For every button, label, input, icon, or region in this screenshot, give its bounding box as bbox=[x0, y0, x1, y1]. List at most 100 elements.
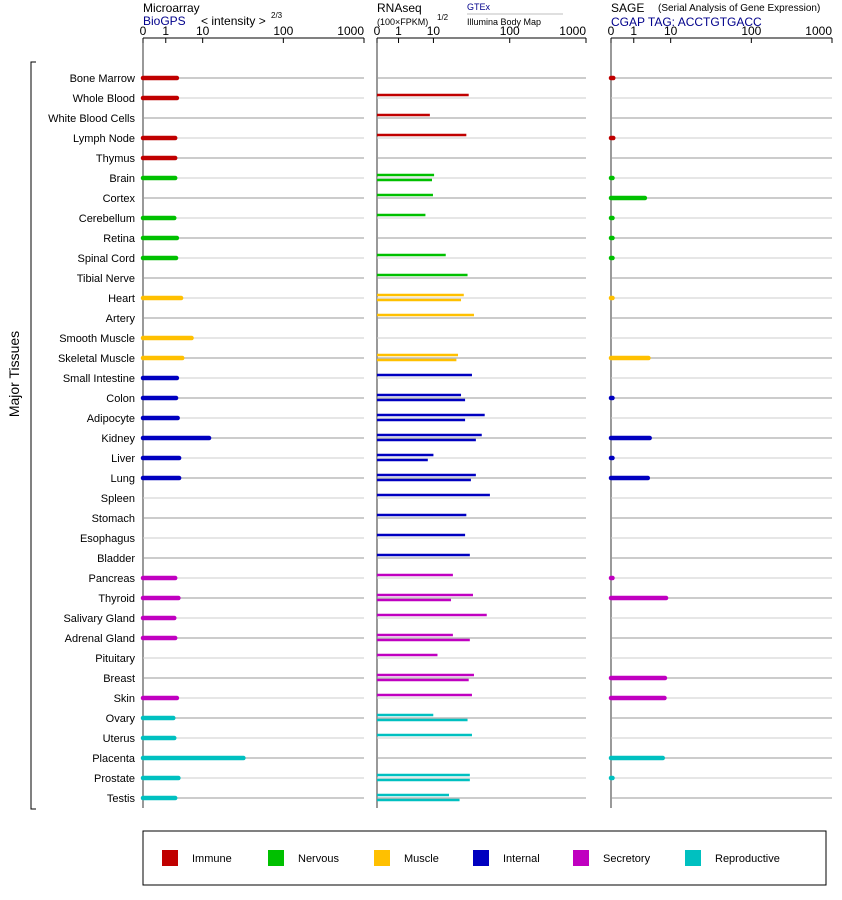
tissue-row: Placenta bbox=[92, 753, 832, 765]
tissue-label: Tibial Nerve bbox=[77, 273, 135, 285]
tissue-label: Salivary Gland bbox=[63, 613, 135, 625]
x-tick-label: 1 bbox=[395, 24, 402, 38]
tissue-row: Adipocyte bbox=[87, 413, 832, 425]
legend-label: Muscle bbox=[404, 853, 439, 865]
tissue-label: Cortex bbox=[103, 193, 136, 205]
tissue-row: Smooth Muscle bbox=[59, 333, 832, 345]
x-tick-label: 10 bbox=[664, 24, 678, 38]
tissue-row: Salivary Gland bbox=[63, 613, 832, 625]
tissue-row: Skeletal Muscle bbox=[58, 353, 832, 365]
x-tick-label: 1 bbox=[162, 24, 169, 38]
legend-item-immune: Immune bbox=[162, 850, 232, 866]
tissue-row: Bone Marrow bbox=[70, 73, 832, 85]
tissue-row: Heart bbox=[108, 293, 832, 305]
sage-panel: 0 1 10 100 1000 bbox=[608, 24, 833, 808]
tissue-row: Cerebellum bbox=[79, 213, 832, 225]
legend-label: Secretory bbox=[603, 853, 651, 865]
sage-source: CGAP TAG: ACCTGTGACC bbox=[611, 15, 762, 29]
tissue-label: Kidney bbox=[101, 433, 135, 445]
tissue-label: Prostate bbox=[94, 773, 135, 785]
tissue-row: White Blood Cells bbox=[48, 113, 832, 125]
rnaseq-panel: 0 1 10 100 1000 bbox=[374, 24, 587, 808]
tissue-row: Esophagus bbox=[80, 533, 832, 545]
tissue-label: Breast bbox=[103, 673, 135, 685]
tissue-label: Testis bbox=[107, 793, 136, 805]
tissue-label: Whole Blood bbox=[73, 93, 135, 105]
x-tick-label: 10 bbox=[427, 24, 441, 38]
legend-item-muscle: Muscle bbox=[374, 850, 439, 866]
x-tick-label: 10 bbox=[196, 24, 210, 38]
tissue-label: Adrenal Gland bbox=[65, 633, 135, 645]
tissue-row: Kidney bbox=[101, 433, 832, 445]
tissue-label: Ovary bbox=[106, 713, 136, 725]
tissue-row: Pituitary bbox=[95, 653, 832, 665]
microarray-panel: 0 1 10 100 1000 bbox=[140, 24, 365, 808]
legend-swatch bbox=[162, 850, 178, 866]
microarray-source: BioGPS bbox=[143, 14, 186, 28]
rnaseq-unit: (100×FPKM) bbox=[377, 17, 428, 27]
tissue-label: Pancreas bbox=[89, 573, 136, 585]
tissue-row: Skin bbox=[114, 693, 832, 705]
tissue-label: Smooth Muscle bbox=[59, 333, 135, 345]
x-tick-label: 0 bbox=[608, 24, 615, 38]
sage-subtitle: (Serial Analysis of Gene Expression) bbox=[658, 3, 820, 14]
x-tick-label: 1000 bbox=[337, 24, 364, 38]
tissue-row: Retina bbox=[103, 233, 832, 245]
tissue-row: Testis bbox=[107, 793, 832, 805]
x-tick-label: 1000 bbox=[559, 24, 586, 38]
tissue-label: Spinal Cord bbox=[78, 253, 135, 265]
tissue-label: Retina bbox=[103, 233, 136, 245]
legend-label: Immune bbox=[192, 853, 232, 865]
legend-swatch bbox=[473, 850, 489, 866]
rnaseq-source-gtex: GTEx bbox=[467, 2, 491, 12]
rnaseq-exponent: 1/2 bbox=[437, 13, 449, 22]
tissue-label: Heart bbox=[108, 293, 135, 305]
microarray-exponent: 2/3 bbox=[271, 11, 283, 20]
legend-swatch bbox=[685, 850, 701, 866]
rnaseq-title: RNAseq bbox=[377, 1, 422, 15]
tissue-label: Skin bbox=[114, 693, 135, 705]
legend-swatch bbox=[374, 850, 390, 866]
tissue-label: Adipocyte bbox=[87, 413, 135, 425]
x-tick-label: 0 bbox=[140, 24, 147, 38]
legend-item-internal: Internal bbox=[473, 850, 540, 866]
tissue-row: Pancreas bbox=[89, 573, 832, 585]
tissue-row: Tibial Nerve bbox=[77, 273, 832, 285]
legend-item-reproductive: Reproductive bbox=[685, 850, 780, 866]
legend-swatch bbox=[268, 850, 284, 866]
tissue-label: White Blood Cells bbox=[48, 113, 135, 125]
y-group-label: Major Tissues bbox=[6, 331, 22, 417]
tissue-label: Liver bbox=[111, 453, 135, 465]
x-tick-label: 0 bbox=[374, 24, 381, 38]
tissue-row: Brain bbox=[109, 173, 832, 185]
tissue-row: Stomach bbox=[92, 513, 832, 525]
tissue-label: Uterus bbox=[103, 733, 136, 745]
tissue-row: Thymus bbox=[96, 153, 832, 165]
tissue-row: Artery bbox=[106, 313, 832, 325]
tissue-row: Cortex bbox=[103, 193, 832, 205]
microarray-unit: < intensity > bbox=[201, 14, 266, 28]
legend-label: Reproductive bbox=[715, 853, 780, 865]
tissue-row: Adrenal Gland bbox=[65, 633, 832, 645]
tissue-row: Spleen bbox=[101, 493, 832, 505]
tissue-row: Bladder bbox=[97, 553, 832, 565]
tissue-label: Stomach bbox=[92, 513, 135, 525]
legend-item-nervous: Nervous bbox=[268, 850, 339, 866]
tissue-label: Bladder bbox=[97, 553, 135, 565]
tissue-label: Placenta bbox=[92, 753, 136, 765]
tissue-group-bracket bbox=[30, 61, 36, 810]
tissue-label: Pituitary bbox=[95, 653, 135, 665]
tissue-label: Cerebellum bbox=[79, 213, 135, 225]
legend-item-secretory: Secretory bbox=[573, 850, 651, 866]
tissue-label: Spleen bbox=[101, 493, 135, 505]
tissue-label: Thymus bbox=[96, 153, 136, 165]
tissue-row: Lung bbox=[111, 473, 832, 485]
tissue-label: Colon bbox=[106, 393, 135, 405]
tissue-row: Whole Blood bbox=[73, 93, 832, 105]
tissue-label: Lymph Node bbox=[73, 133, 135, 145]
tissue-row: Prostate bbox=[94, 773, 832, 785]
microarray-title: Microarray bbox=[143, 1, 200, 15]
tissue-label: Brain bbox=[109, 173, 135, 185]
legend-swatch bbox=[573, 850, 589, 866]
x-tick-label: 100 bbox=[273, 24, 293, 38]
